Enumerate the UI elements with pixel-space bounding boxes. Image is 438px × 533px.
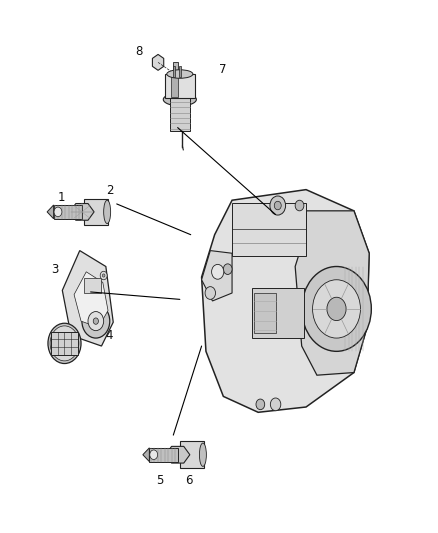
Circle shape: [270, 398, 281, 411]
Bar: [84, 278, 102, 293]
Bar: [84, 199, 108, 225]
Circle shape: [54, 207, 62, 216]
Ellipse shape: [48, 323, 81, 364]
Polygon shape: [74, 272, 108, 327]
Circle shape: [313, 280, 360, 338]
Text: 8: 8: [135, 45, 143, 58]
Text: 1: 1: [58, 191, 65, 204]
Circle shape: [302, 266, 371, 351]
Bar: [252, 288, 304, 338]
Polygon shape: [201, 190, 369, 413]
Text: 6: 6: [185, 474, 192, 487]
Ellipse shape: [104, 200, 111, 223]
Polygon shape: [62, 251, 113, 346]
Bar: [232, 203, 306, 256]
Text: 7: 7: [219, 63, 226, 76]
Polygon shape: [166, 446, 190, 463]
Circle shape: [270, 196, 286, 215]
Bar: [180, 441, 204, 468]
Polygon shape: [166, 77, 193, 95]
Polygon shape: [201, 251, 232, 301]
Bar: [170, 99, 190, 131]
Circle shape: [82, 304, 110, 338]
Circle shape: [102, 274, 105, 277]
Text: 5: 5: [156, 474, 164, 487]
Circle shape: [256, 399, 265, 410]
Text: 4: 4: [106, 329, 113, 342]
Circle shape: [100, 271, 107, 280]
Circle shape: [93, 318, 99, 324]
Circle shape: [212, 264, 224, 279]
Ellipse shape: [50, 326, 79, 361]
Text: 2: 2: [106, 184, 113, 197]
Bar: [165, 74, 195, 98]
Circle shape: [295, 200, 304, 211]
Ellipse shape: [163, 93, 196, 106]
Bar: [173, 62, 178, 77]
Circle shape: [327, 297, 346, 320]
Bar: [50, 332, 78, 355]
Text: 3: 3: [51, 263, 59, 276]
Polygon shape: [47, 205, 53, 219]
Polygon shape: [143, 448, 149, 462]
Bar: [53, 205, 82, 219]
Circle shape: [150, 450, 158, 459]
Polygon shape: [295, 211, 369, 375]
Ellipse shape: [167, 70, 193, 78]
Ellipse shape: [199, 443, 206, 466]
Polygon shape: [152, 54, 164, 70]
Polygon shape: [70, 204, 94, 220]
Circle shape: [205, 287, 215, 300]
Circle shape: [274, 201, 281, 210]
Circle shape: [88, 312, 104, 330]
Bar: [173, 66, 176, 77]
Bar: [149, 448, 178, 462]
Bar: [171, 76, 178, 97]
Bar: [179, 66, 181, 77]
Bar: [254, 293, 276, 333]
Circle shape: [223, 264, 232, 274]
